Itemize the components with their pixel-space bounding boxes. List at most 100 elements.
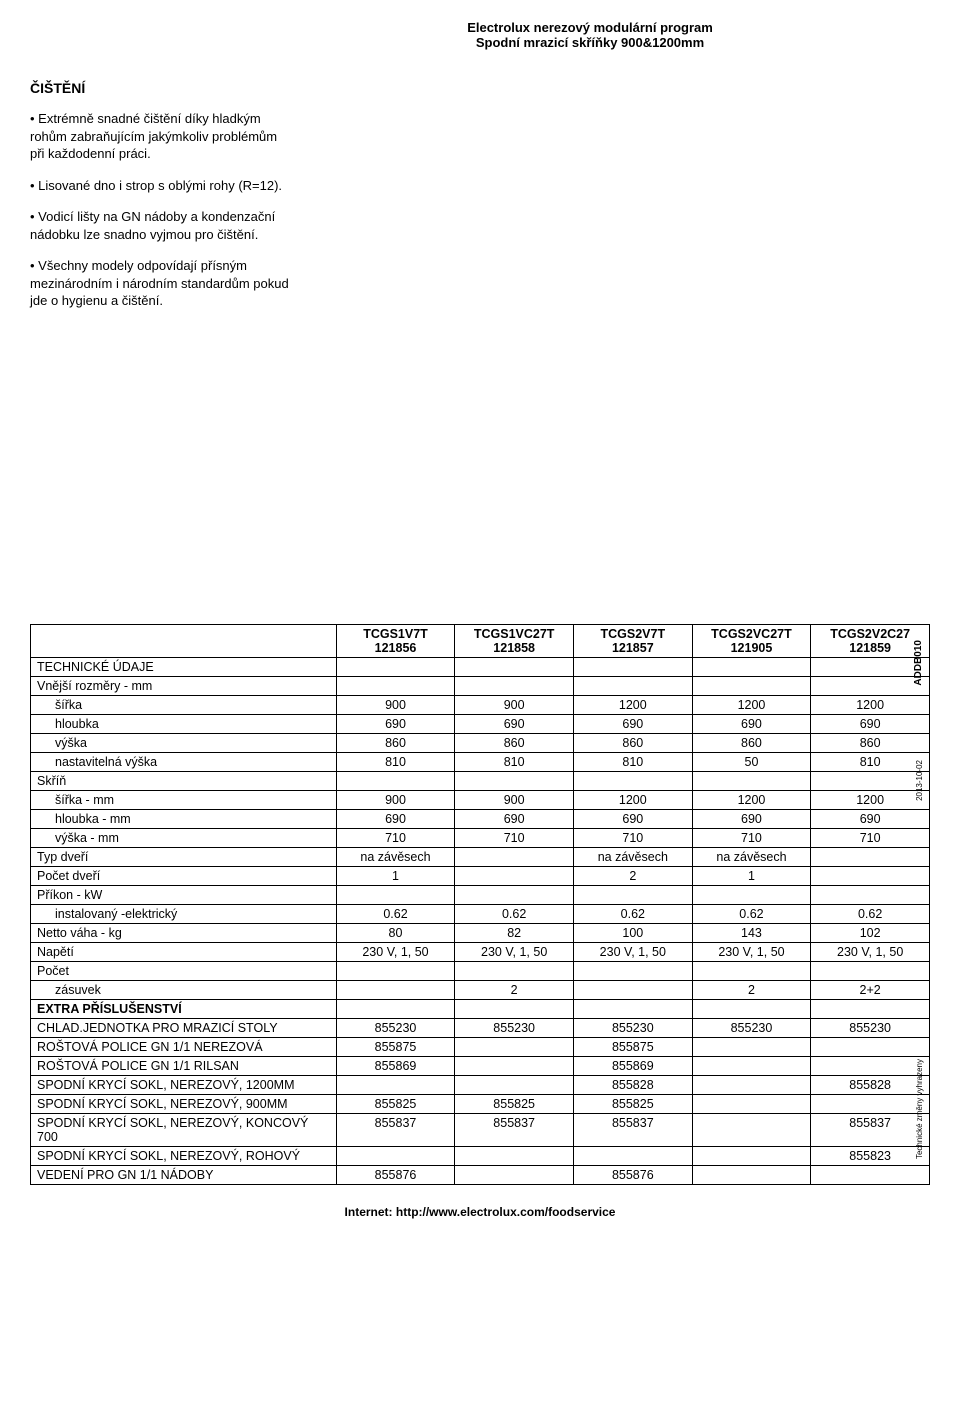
section-heading: EXTRA PŘÍSLUŠENSTVÍ (31, 999, 337, 1018)
cell: 1200 (692, 695, 811, 714)
cell (692, 1113, 811, 1146)
cell: 710 (573, 828, 692, 847)
column-header: TCGS2V2C27121859 (811, 624, 930, 657)
cell: 810 (811, 752, 930, 771)
section-heading: Netto váha - kg (31, 923, 337, 942)
cell (692, 1075, 811, 1094)
cell (811, 771, 930, 790)
cell: 855876 (573, 1165, 692, 1184)
cell: 0.62 (573, 904, 692, 923)
cell (573, 676, 692, 695)
cell (692, 1056, 811, 1075)
cell (455, 885, 574, 904)
doc-date-vertical: 2013-10-02 (915, 760, 924, 801)
cell: 2 (455, 980, 574, 999)
row-label: SPODNÍ KRYCÍ SOKL, NEREZOVÝ, ROHOVÝ (31, 1146, 337, 1165)
cell (573, 657, 692, 676)
cell: 80 (336, 923, 455, 942)
row-label: SPODNÍ KRYCÍ SOKL, NEREZOVÝ, 1200MM (31, 1075, 337, 1094)
cell: 0.62 (455, 904, 574, 923)
cell: 855230 (692, 1018, 811, 1037)
cell: 855230 (573, 1018, 692, 1037)
row-label: ROŠTOVÁ POLICE GN 1/1 NEREZOVÁ (31, 1037, 337, 1056)
specifications-table: TCGS1V7T121856TCGS1VC27T121858TCGS2V7T12… (30, 624, 930, 1185)
cell: 810 (573, 752, 692, 771)
model-code: 121856 (343, 641, 449, 655)
cell: 690 (336, 714, 455, 733)
cell: 1 (336, 866, 455, 885)
doc-code-vertical: ADDB010 (913, 640, 924, 686)
cell: 855825 (455, 1094, 574, 1113)
cell (455, 1075, 574, 1094)
cell: na závěsech (336, 847, 455, 866)
cell: 810 (455, 752, 574, 771)
row-label: VEDENÍ PRO GN 1/1 NÁDOBY (31, 1165, 337, 1184)
cell: 2+2 (811, 980, 930, 999)
cell (811, 676, 930, 695)
row-label: nastavitelná výška (31, 752, 337, 771)
cell: 690 (336, 809, 455, 828)
row-label: instalovaný -elektrický (31, 904, 337, 923)
cell: 855875 (336, 1037, 455, 1056)
cell (336, 771, 455, 790)
cell: 1200 (811, 790, 930, 809)
model-name: TCGS2V7T (580, 627, 686, 641)
cell: 860 (336, 733, 455, 752)
cell: 50 (692, 752, 811, 771)
cell: 100 (573, 923, 692, 942)
cell: 0.62 (692, 904, 811, 923)
cell: 710 (455, 828, 574, 847)
cell: 1 (692, 866, 811, 885)
row-label: hloubka (31, 714, 337, 733)
cell (811, 657, 930, 676)
model-code: 121905 (699, 641, 805, 655)
section-heading: Vnější rozměry - mm (31, 676, 337, 695)
bullet-item: • Extrémně snadné čištění díky hladkým r… (30, 110, 290, 163)
cell: 230 V, 1, 50 (811, 942, 930, 961)
cell: 2 (692, 980, 811, 999)
cell: 855823 (811, 1146, 930, 1165)
row-label: CHLAD.JEDNOTKA PRO MRAZICÍ STOLY (31, 1018, 337, 1037)
cell (336, 999, 455, 1018)
cell: 860 (692, 733, 811, 752)
cell (692, 1165, 811, 1184)
cell (692, 771, 811, 790)
cell (455, 961, 574, 980)
row-label: zásuvek (31, 980, 337, 999)
cell (811, 847, 930, 866)
model-code: 121857 (580, 641, 686, 655)
cell (692, 676, 811, 695)
cell: 1200 (573, 790, 692, 809)
row-label: šířka (31, 695, 337, 714)
cell (455, 999, 574, 1018)
cell: 1200 (692, 790, 811, 809)
section-heading: Počet (31, 961, 337, 980)
cell: 690 (573, 714, 692, 733)
model-name: TCGS2V2C27 (817, 627, 923, 641)
cell: 1200 (573, 695, 692, 714)
cell (336, 980, 455, 999)
cell (692, 1094, 811, 1113)
cell: 900 (336, 695, 455, 714)
cell (573, 980, 692, 999)
cell: 855825 (573, 1094, 692, 1113)
table-corner (31, 624, 337, 657)
section-heading: Počet dveří (31, 866, 337, 885)
row-label: ROŠTOVÁ POLICE GN 1/1 RILSAN (31, 1056, 337, 1075)
bullet-item: • Všechny modely odpovídají přísným mezi… (30, 257, 290, 310)
row-label: SPODNÍ KRYCÍ SOKL, NEREZOVÝ, 900MM (31, 1094, 337, 1113)
cell: 690 (455, 714, 574, 733)
cell (692, 657, 811, 676)
cell: 855828 (811, 1075, 930, 1094)
section-heading: Napětí (31, 942, 337, 961)
bullet-item: • Lisované dno i strop s oblými rohy (R=… (30, 177, 290, 195)
cell (811, 885, 930, 904)
cell (811, 1037, 930, 1056)
row-label: výška (31, 733, 337, 752)
cell: 855825 (336, 1094, 455, 1113)
cell (811, 1094, 930, 1113)
cell: 860 (811, 733, 930, 752)
cell: 855230 (455, 1018, 574, 1037)
cell: 230 V, 1, 50 (692, 942, 811, 961)
cell: 860 (455, 733, 574, 752)
